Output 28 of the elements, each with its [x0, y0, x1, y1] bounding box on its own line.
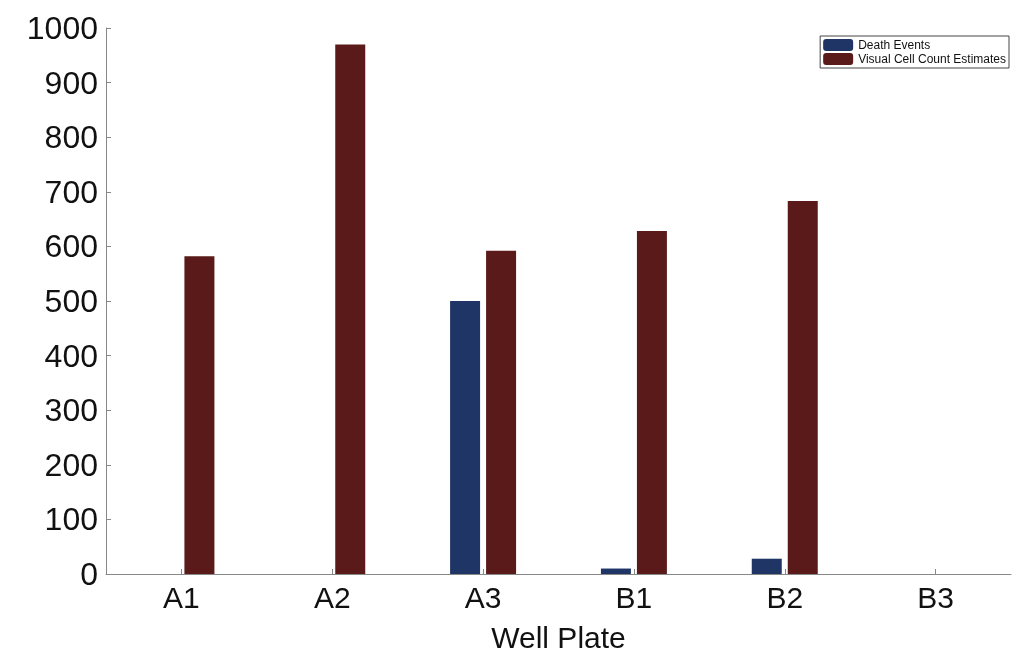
x-tick-label: A2	[313, 580, 351, 614]
y-tick-label: 0	[80, 556, 98, 592]
bar	[787, 201, 818, 574]
y-tick-label: 1000	[26, 10, 98, 46]
bar	[636, 231, 667, 574]
x-tick-label: A3	[464, 580, 502, 614]
y-tick-label: 900	[44, 64, 98, 101]
y-tick-label: 500	[44, 283, 98, 319]
y-tick-label: 400	[44, 337, 98, 374]
legend-label: Death Events	[858, 38, 931, 52]
x-tick-label: B1	[615, 580, 653, 614]
x-axis-title: Well Plate	[491, 620, 626, 654]
x-tick-label: B3	[917, 580, 954, 614]
y-tick-label: 100	[44, 501, 98, 538]
y-tick-label: 800	[44, 119, 98, 156]
x-tick-label: B2	[766, 580, 804, 614]
y-tick-label: 200	[44, 446, 98, 483]
bar	[751, 558, 782, 574]
legend-label: Visual Cell Count Estimates	[858, 52, 1006, 66]
bar	[184, 256, 215, 574]
bar	[486, 250, 517, 574]
y-tick-label: 300	[44, 392, 98, 429]
y-tick-label: 600	[44, 228, 98, 265]
bar	[335, 44, 366, 574]
y-tick-label: 700	[44, 173, 98, 210]
x-tick-label: A1	[163, 580, 200, 614]
bar	[600, 568, 631, 574]
bar	[450, 301, 481, 574]
